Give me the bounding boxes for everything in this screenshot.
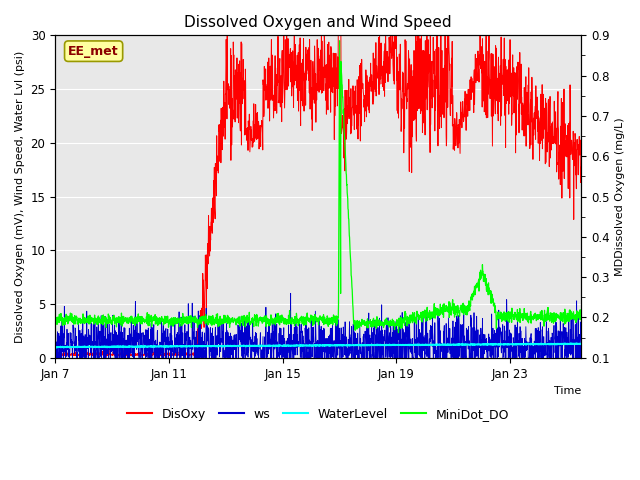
Legend: DisOxy, ws, WaterLevel, MiniDot_DO: DisOxy, ws, WaterLevel, MiniDot_DO bbox=[122, 403, 515, 426]
Text: EE_met: EE_met bbox=[68, 45, 119, 58]
Y-axis label: MDDissolved Oxygen (mg/L): MDDissolved Oxygen (mg/L) bbox=[615, 117, 625, 276]
X-axis label: Time: Time bbox=[554, 386, 581, 396]
Title: Dissolved Oxygen and Wind Speed: Dissolved Oxygen and Wind Speed bbox=[184, 15, 452, 30]
Y-axis label: Dissolved Oxygen (mV), Wind Speed, Water Lvl (psi): Dissolved Oxygen (mV), Wind Speed, Water… bbox=[15, 50, 25, 343]
